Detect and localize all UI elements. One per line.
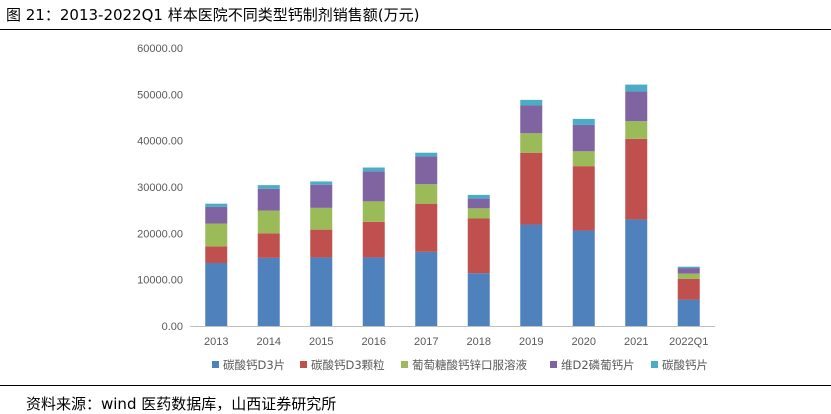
bar-segment-4 bbox=[467, 198, 490, 209]
legend-label: 维D2磷葡钙片 bbox=[561, 358, 635, 372]
bar-segment-3 bbox=[572, 151, 595, 167]
bar-segment-2 bbox=[415, 203, 438, 252]
bar-segment-3 bbox=[310, 207, 333, 230]
bar-segment-4 bbox=[205, 206, 228, 224]
bar-segment-1 bbox=[310, 257, 333, 326]
legend-label: 葡萄糖酸钙锌口服溶液 bbox=[412, 358, 527, 372]
bar-segment-2 bbox=[205, 246, 228, 263]
y-tick-label: 40000.00 bbox=[137, 136, 183, 148]
legend-swatch bbox=[550, 361, 557, 368]
bar-segment-1 bbox=[467, 273, 490, 326]
bar-segment-2 bbox=[625, 138, 648, 220]
bar-segment-2 bbox=[362, 221, 385, 258]
bar-segment-1 bbox=[677, 299, 700, 326]
bar-segment-5 bbox=[310, 181, 333, 185]
bar-segment-4 bbox=[415, 156, 438, 185]
bar-segment-3 bbox=[677, 273, 700, 279]
bar-segment-5 bbox=[362, 167, 385, 172]
bar-segment-5 bbox=[572, 118, 595, 125]
y-tick-label: 10000.00 bbox=[137, 275, 183, 287]
figure-title: 图 21：2013-2022Q1 样本医院不同类型钙制剂销售额(万元) bbox=[6, 6, 420, 24]
x-tick-label: 2018 bbox=[467, 336, 491, 348]
x-tick-label: 2021 bbox=[624, 336, 648, 348]
bar-segment-4 bbox=[362, 171, 385, 202]
top-rule bbox=[0, 29, 831, 30]
legend-label: 碳酸钙片 bbox=[662, 358, 708, 372]
legend-label: 碳酸钙D3颗粒 bbox=[311, 358, 385, 372]
bar-segment-1 bbox=[520, 224, 543, 326]
bar-segment-5 bbox=[205, 203, 228, 207]
legend-swatch bbox=[300, 361, 307, 368]
bar-segment-4 bbox=[677, 268, 700, 274]
legend-label: 碳酸钙D3片 bbox=[223, 358, 285, 372]
bar-segment-1 bbox=[362, 257, 385, 326]
source-note: 资料来源：wind 医药数据库，山西证券研究所 bbox=[26, 395, 337, 413]
bar-segment-4 bbox=[310, 184, 333, 208]
bar-segment-2 bbox=[572, 166, 595, 231]
x-tick-label: 2022Q1 bbox=[669, 336, 708, 348]
x-tick-label: 2017 bbox=[414, 336, 438, 348]
bar-segment-3 bbox=[625, 121, 648, 139]
bar-segment-4 bbox=[520, 105, 543, 134]
bar-segment-3 bbox=[205, 223, 228, 247]
y-tick-label: 0.00 bbox=[162, 321, 183, 333]
bar-segment-3 bbox=[257, 210, 280, 234]
bar-segment-3 bbox=[467, 208, 490, 219]
y-tick-label: 20000.00 bbox=[137, 228, 183, 240]
x-tick-label: 2019 bbox=[519, 336, 543, 348]
bar-segment-2 bbox=[257, 233, 280, 258]
bar-segment-5 bbox=[625, 84, 648, 92]
bar-segment-3 bbox=[415, 184, 438, 204]
x-tick-label: 2015 bbox=[309, 336, 333, 348]
bar-segment-5 bbox=[257, 185, 280, 189]
bar-segment-5 bbox=[415, 152, 438, 157]
bar-segment-4 bbox=[625, 91, 648, 122]
y-tick-label: 50000.00 bbox=[137, 89, 183, 101]
bar-segment-5 bbox=[467, 194, 490, 199]
x-tick-label: 2013 bbox=[204, 336, 228, 348]
legend-swatch bbox=[651, 361, 658, 368]
bottom-rule bbox=[0, 385, 831, 386]
bar-segment-5 bbox=[677, 266, 700, 269]
x-tick-label: 2020 bbox=[572, 336, 596, 348]
legend-swatch bbox=[401, 361, 408, 368]
x-tick-label: 2014 bbox=[257, 336, 281, 348]
legend-swatch bbox=[212, 361, 219, 368]
y-tick-label: 60000.00 bbox=[137, 43, 183, 55]
bar-segment-4 bbox=[572, 124, 595, 152]
bar-segment-2 bbox=[467, 218, 490, 274]
bar-segment-3 bbox=[520, 133, 543, 153]
bar-segment-2 bbox=[310, 229, 333, 258]
bar-segment-1 bbox=[625, 219, 648, 326]
bar-segment-3 bbox=[362, 201, 385, 222]
bar-segment-2 bbox=[677, 278, 700, 300]
bar-segment-1 bbox=[572, 230, 595, 326]
x-tick-label: 2016 bbox=[362, 336, 386, 348]
y-tick-label: 30000.00 bbox=[137, 182, 183, 194]
bar-segment-1 bbox=[205, 262, 228, 326]
bar-segment-4 bbox=[257, 188, 280, 211]
bar-segment-5 bbox=[520, 99, 543, 106]
bar-segment-1 bbox=[415, 251, 438, 326]
bar-segment-2 bbox=[520, 152, 543, 225]
bar-segment-1 bbox=[257, 257, 280, 326]
